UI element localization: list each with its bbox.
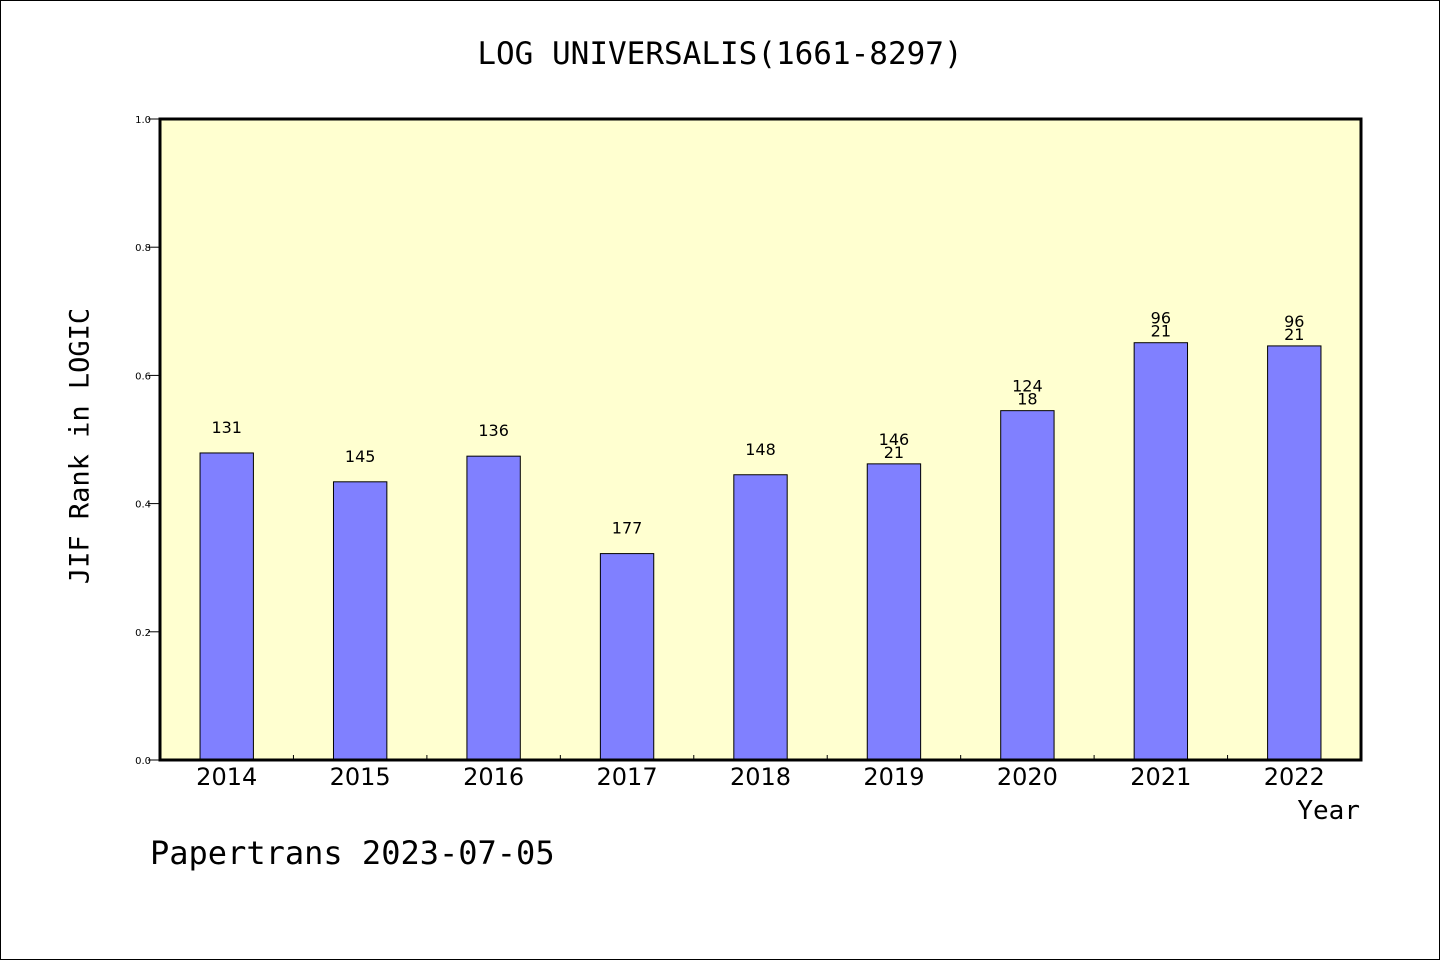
x-tick-label-2018: 2018 xyxy=(730,763,791,791)
data-label-2014-1: 131 xyxy=(211,418,242,437)
x-tick-label-2016: 2016 xyxy=(463,763,524,791)
x-tick-label-2020: 2020 xyxy=(997,763,1058,791)
y-tick-label-0.4: 0.4 xyxy=(135,500,151,511)
bar-2018 xyxy=(733,474,788,761)
bar-2017 xyxy=(599,553,655,761)
x-tick-label-2021: 2021 xyxy=(1130,763,1191,791)
data-label-2019-2: 21 xyxy=(884,443,904,462)
data-label-2021-1: 96 xyxy=(1151,309,1171,328)
bar-2020 xyxy=(1000,410,1055,761)
axis-ticks: 2014 2015 2016 2017 2018 2019 2020 2021 2022 0.0 0… xyxy=(135,115,1325,791)
bar-2021 xyxy=(1133,342,1189,761)
bar-2014 xyxy=(199,452,254,761)
data-label-2020-2: 18 xyxy=(1017,390,1037,409)
x-tick-label-2017: 2017 xyxy=(597,763,658,791)
x-tick-label-2014: 2014 xyxy=(196,763,257,791)
data-label-2019-1: 146 xyxy=(879,430,910,449)
y-tick-label-0.0: 0.0 xyxy=(135,756,151,767)
footer-credit: Papertrans 2023-07-05 xyxy=(150,834,555,872)
x-tick-label-2022: 2022 xyxy=(1264,763,1325,791)
plot-border xyxy=(158,117,1363,762)
y-tick-label-0.6: 0.6 xyxy=(135,371,151,382)
bar-2019 xyxy=(866,463,922,761)
data-label-2017-1: 177 xyxy=(612,519,643,538)
data-label-2015-1: 145 xyxy=(345,447,376,466)
data-label-2020-1: 124 xyxy=(1012,377,1043,396)
y-tick-label-0.2: 0.2 xyxy=(135,628,151,639)
data-label-2016-1: 136 xyxy=(478,421,509,440)
x-tick-label-2019: 2019 xyxy=(863,763,924,791)
x-axis-label: Year xyxy=(1297,796,1360,826)
bar-2016 xyxy=(466,455,521,761)
chart-title: LOG UNIVERSALIS(1661-8297) xyxy=(477,36,963,72)
bar-2022 xyxy=(1267,345,1322,761)
data-label-2018-1: 148 xyxy=(745,440,776,459)
data-label-2022-2: 21 xyxy=(1284,325,1304,344)
data-label-2021-2: 21 xyxy=(1151,322,1171,341)
data-label-2022-1: 96 xyxy=(1284,312,1304,331)
y-tick-label-0.8: 0.8 xyxy=(135,243,151,254)
y-tick-label-1.0: 1.0 xyxy=(135,115,151,126)
x-tick-label-2015: 2015 xyxy=(330,763,391,791)
bar-2015 xyxy=(332,481,388,761)
